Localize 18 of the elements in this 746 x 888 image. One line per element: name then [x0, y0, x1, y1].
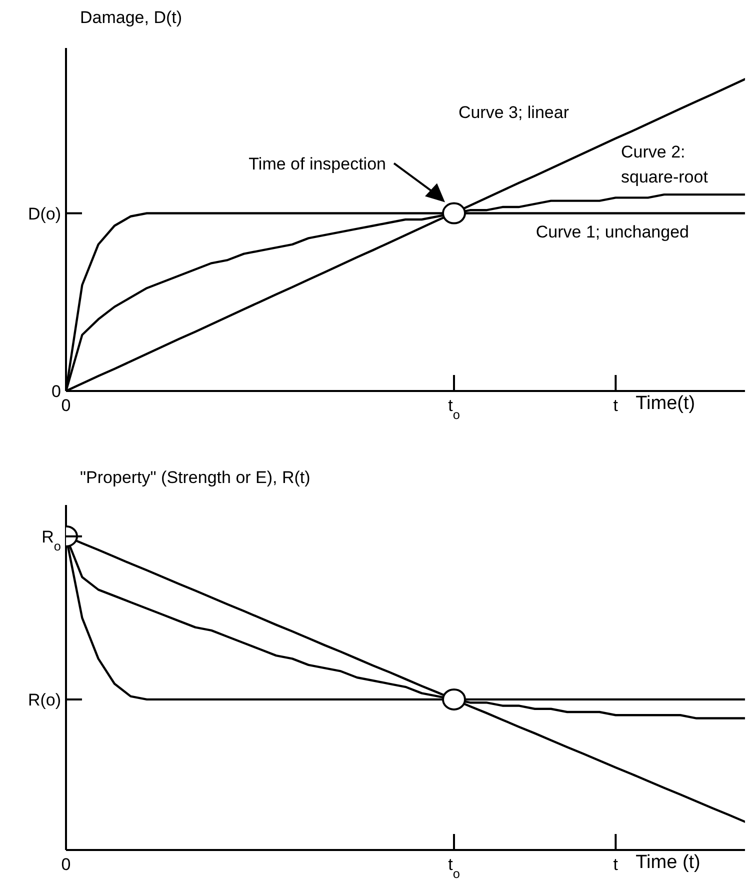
text: R(o): [28, 690, 61, 710]
x-axis-title: Time(t): [636, 393, 696, 415]
x-tick-label: 0: [61, 855, 71, 874]
text: Curve 3; linear: [458, 103, 570, 122]
annotation: Time of inspection: [248, 154, 386, 174]
x-axis-title: Time (t): [636, 852, 700, 874]
text: R$_{o}$: [42, 527, 61, 553]
x-tick-label: t$_{o}$: [448, 855, 460, 880]
series-label: Curve 1; unchanged: [536, 222, 689, 242]
text: D(o): [28, 204, 61, 224]
x-tick-label: t: [613, 855, 618, 874]
x-tick-label: t: [613, 396, 618, 415]
text: 0: [52, 382, 61, 401]
y-axis-title: "Property" (Strength or E), R(t): [80, 468, 310, 488]
x-tick-label: 0: [61, 396, 71, 415]
y-axis-title: Damage, D(t): [80, 8, 182, 28]
series-label: Curve 2: square-root: [621, 142, 708, 187]
x-tick-label: t$_{o}$: [448, 396, 460, 422]
